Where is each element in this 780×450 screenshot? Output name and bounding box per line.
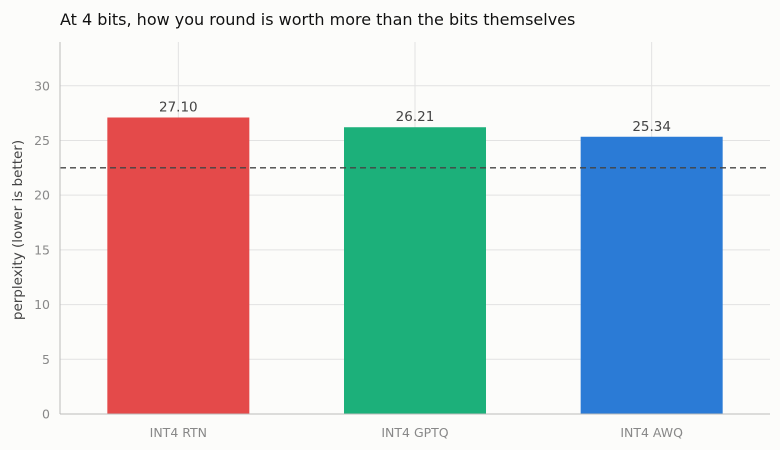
x-tick-label: INT4 AWQ xyxy=(620,425,683,440)
bar-value-label: 25.34 xyxy=(632,119,671,135)
y-tick-label: 25 xyxy=(34,133,50,148)
y-tick-label: 5 xyxy=(42,352,50,367)
y-tick-label: 10 xyxy=(34,297,50,312)
bar-value-label: 27.10 xyxy=(159,99,198,115)
y-tick-labels: 0 5 10 15 20 25 30 xyxy=(34,78,50,421)
x-tick-label: INT4 RTN xyxy=(150,425,207,440)
x-tick-labels: INT4 RTN INT4 GPTQ INT4 AWQ xyxy=(150,425,684,440)
y-tick-label: 15 xyxy=(34,242,50,257)
bar xyxy=(107,117,250,415)
axes xyxy=(59,42,770,415)
chart-title: At 4 bits, how you round is worth more t… xyxy=(60,10,575,29)
value-labels: 27.10 26.21 25.34 xyxy=(159,99,671,134)
bar-value-label: 26.21 xyxy=(396,109,435,125)
y-tick-label: 0 xyxy=(42,407,50,422)
y-tick-label: 30 xyxy=(34,78,50,93)
x-tick-label: INT4 GPTQ xyxy=(381,425,448,440)
bar xyxy=(344,127,486,415)
bar xyxy=(580,136,723,414)
bars xyxy=(107,117,723,415)
y-tick-label: 20 xyxy=(34,188,50,203)
y-axis-label: perplexity (lower is better) xyxy=(10,140,26,320)
